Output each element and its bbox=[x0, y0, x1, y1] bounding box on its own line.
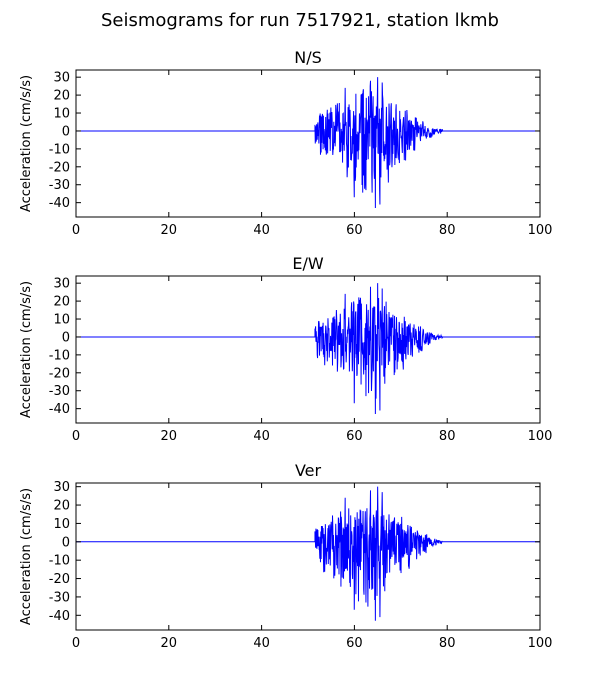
y-tick-label: -20 bbox=[49, 160, 70, 175]
y-tick-label: -20 bbox=[49, 366, 70, 381]
x-tick-label: 20 bbox=[161, 223, 178, 238]
x-tick-label: 0 bbox=[72, 223, 80, 238]
x-tick-label: 20 bbox=[161, 636, 178, 651]
y-tick-label: 20 bbox=[53, 89, 70, 104]
y-tick-label: 0 bbox=[62, 535, 70, 550]
y-tick-label: 10 bbox=[53, 107, 70, 122]
y-tick-label: -10 bbox=[49, 348, 70, 363]
seismogram-trace bbox=[76, 77, 540, 209]
axes-frame bbox=[75, 69, 541, 218]
x-tick-label: 100 bbox=[528, 636, 553, 651]
y-axis-label: Acceleration (cm/s/s) bbox=[19, 488, 34, 625]
y-tick-label: -40 bbox=[49, 609, 70, 624]
x-tick-label: 60 bbox=[346, 429, 363, 444]
y-tick-label: 10 bbox=[53, 313, 70, 328]
y-tick-label: 20 bbox=[53, 499, 70, 514]
figure-title: Seismograms for run 7517921, station lkm… bbox=[101, 10, 499, 31]
y-tick-label: 30 bbox=[53, 71, 70, 86]
x-tick-label: 40 bbox=[253, 429, 270, 444]
x-tick-label: 80 bbox=[439, 636, 456, 651]
y-tick-label: -20 bbox=[49, 572, 70, 587]
x-tick-label: 80 bbox=[439, 429, 456, 444]
panel-title: N/S bbox=[294, 48, 322, 67]
y-tick-label: -30 bbox=[49, 178, 70, 193]
y-tick-label: -40 bbox=[49, 196, 70, 211]
x-tick-label: 60 bbox=[346, 223, 363, 238]
y-tick-label: -40 bbox=[49, 402, 70, 417]
panel-title: Ver bbox=[295, 461, 322, 480]
x-tick-label: 40 bbox=[253, 223, 270, 238]
y-tick-label: 10 bbox=[53, 517, 70, 532]
y-axis-label: Acceleration (cm/s/s) bbox=[19, 75, 34, 212]
axes-frame bbox=[75, 482, 541, 631]
y-tick-label: 0 bbox=[62, 124, 70, 139]
x-tick-label: 60 bbox=[346, 636, 363, 651]
x-tick-label: 100 bbox=[528, 223, 553, 238]
y-tick-label: -30 bbox=[49, 590, 70, 605]
y-axis-label: Acceleration (cm/s/s) bbox=[19, 281, 34, 418]
x-tick-label: 80 bbox=[439, 223, 456, 238]
y-tick-label: 20 bbox=[53, 295, 70, 310]
x-tick-label: 40 bbox=[253, 636, 270, 651]
y-tick-label: 30 bbox=[53, 480, 70, 495]
y-tick-label: -10 bbox=[49, 554, 70, 569]
seismogram-trace bbox=[76, 283, 540, 415]
y-tick-label: 30 bbox=[53, 277, 70, 292]
seismogram-trace bbox=[76, 486, 540, 621]
y-tick-label: -30 bbox=[49, 384, 70, 399]
x-tick-label: 100 bbox=[528, 429, 553, 444]
panel-title: E/W bbox=[292, 254, 324, 273]
x-tick-label: 0 bbox=[72, 429, 80, 444]
x-tick-label: 20 bbox=[161, 429, 178, 444]
axes-frame bbox=[75, 275, 541, 424]
x-tick-label: 0 bbox=[72, 636, 80, 651]
y-tick-label: 0 bbox=[62, 330, 70, 345]
y-tick-label: -10 bbox=[49, 142, 70, 157]
